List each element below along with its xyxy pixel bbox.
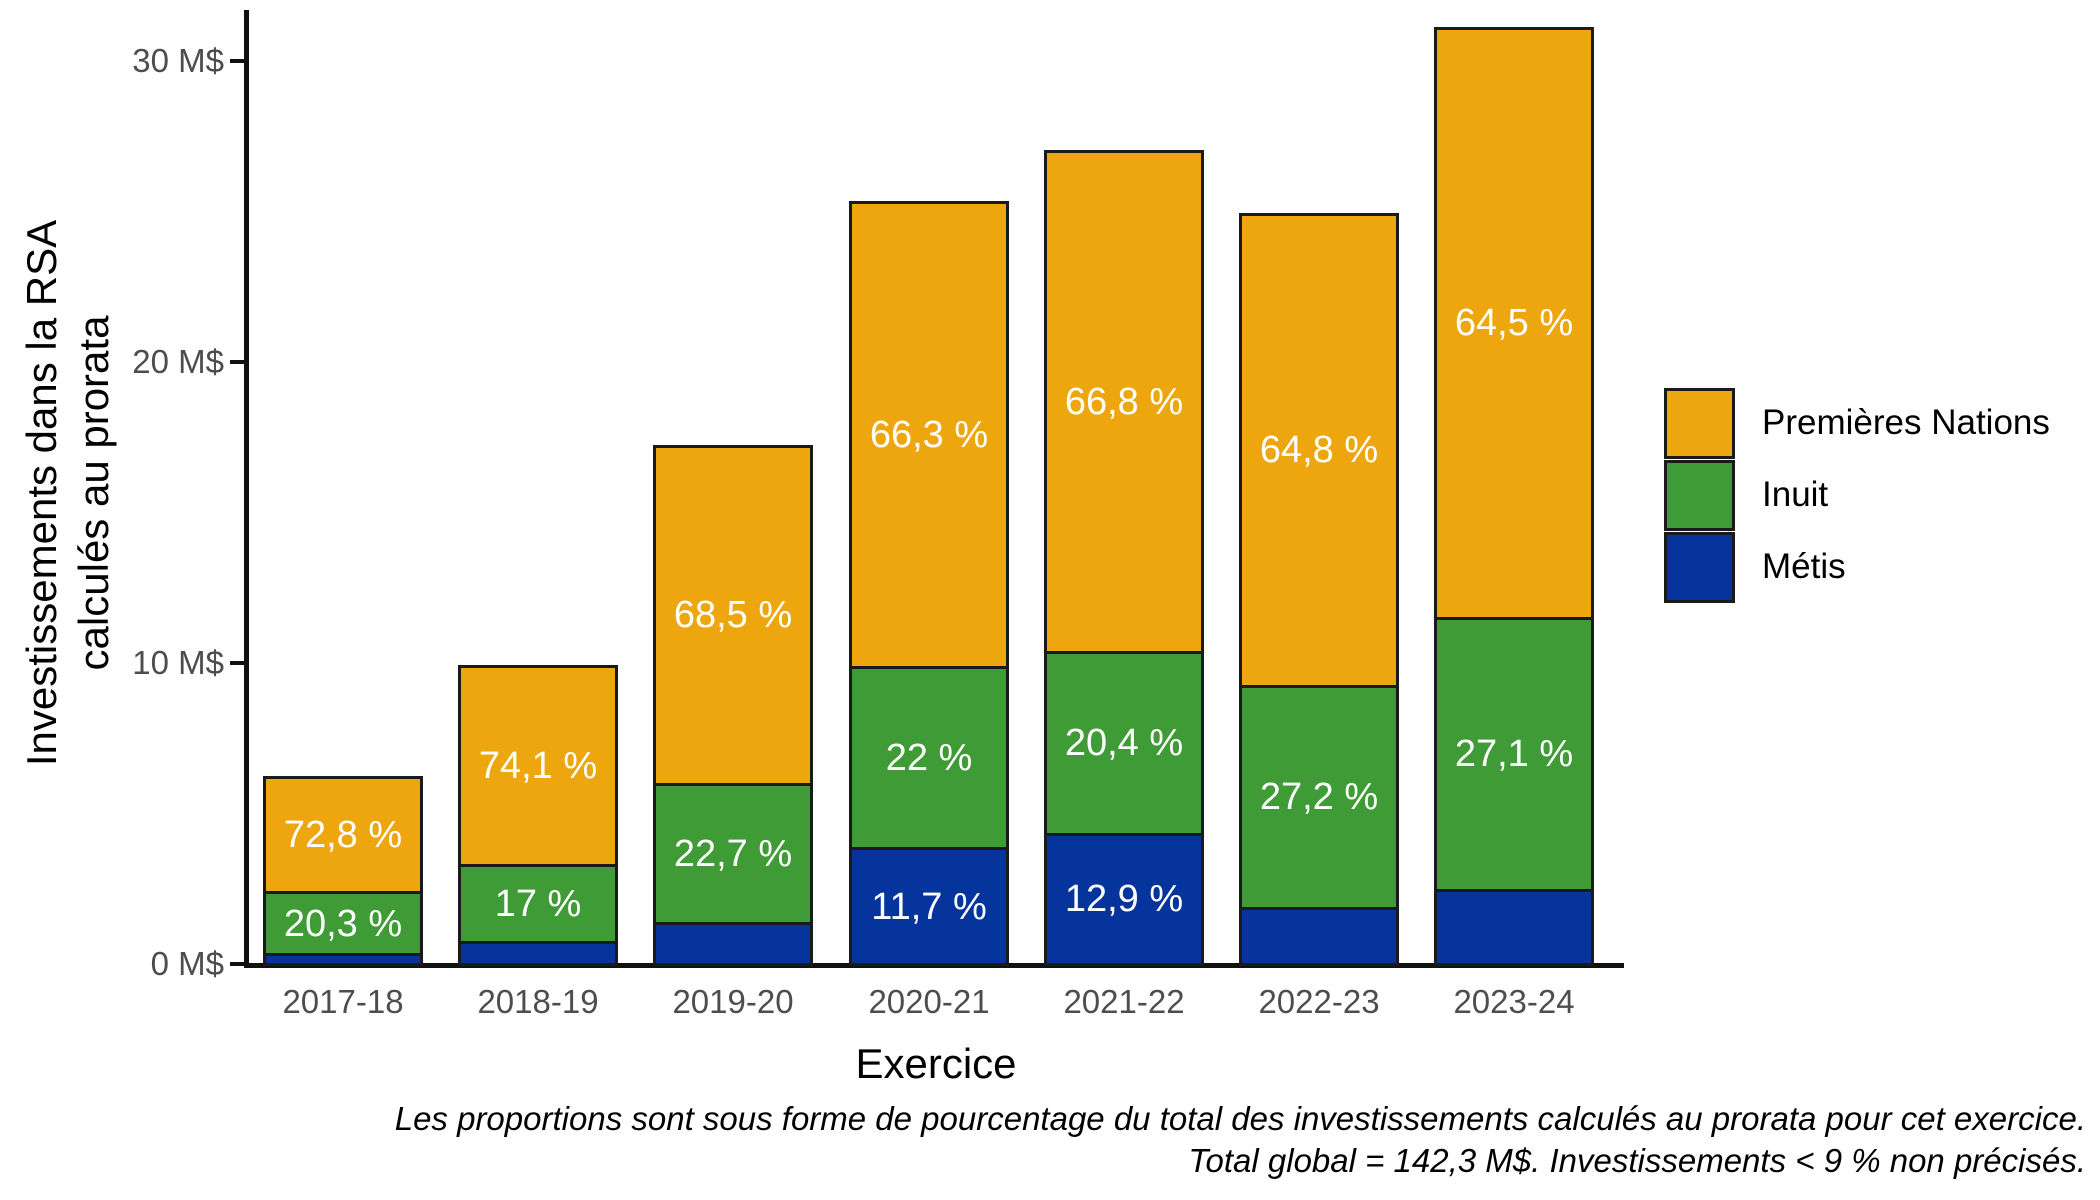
- x-tick-label-2023-24: 2023-24: [1453, 983, 1575, 1020]
- segment-inuit-2020-21: 22 %: [852, 665, 1006, 848]
- caption-line-1: Les proportions sont sous forme de pourc…: [394, 1100, 2086, 1137]
- bar-2020-21: 66,3 % 22 % 11,7 %: [849, 201, 1009, 966]
- percent-label-inuit-2023-24: 27,1 %: [1454, 733, 1574, 776]
- segment-inuit-2018-19: 17 %: [461, 863, 615, 942]
- legend-swatch-inuit: [1664, 459, 1735, 531]
- y-axis-line: [244, 10, 249, 968]
- y-tick-label-10: 10 M$: [132, 644, 224, 681]
- percent-label-premieres-nations-2021-22: 66,8 %: [1064, 381, 1184, 424]
- percent-label-inuit-2021-22: 20,4 %: [1064, 722, 1184, 765]
- segment-metis-2019-20: [656, 921, 810, 963]
- segment-metis-2020-21: 11,7 %: [852, 847, 1006, 963]
- legend-label-premieres-nations: Premières Nations: [1762, 403, 2050, 442]
- x-tick-label-2022-23: 2022-23: [1258, 983, 1380, 1020]
- y-tick-mark-20: [230, 360, 244, 364]
- percent-label-premieres-nations-2023-24: 64,5 %: [1454, 302, 1574, 345]
- segment-inuit-2023-24: 27,1 %: [1437, 616, 1591, 889]
- bar-2017-18: 72,8 % 20,3 %: [263, 776, 423, 966]
- segment-metis-2023-24: [1437, 888, 1591, 963]
- x-tick-label-2019-20: 2019-20: [672, 983, 794, 1020]
- segment-metis-2022-23: [1242, 906, 1396, 963]
- percent-label-inuit-2019-20: 22,7 %: [673, 832, 793, 875]
- y-tick-mark-0: [230, 962, 244, 966]
- y-tick-label-0: 0 M$: [150, 945, 224, 982]
- x-axis-title: Exercice: [855, 1040, 1017, 1087]
- y-tick-mark-30: [230, 59, 244, 63]
- bar-2021-22: 66,8 % 20,4 % 12,9 %: [1044, 150, 1204, 966]
- percent-label-metis-2021-22: 12,9 %: [1064, 878, 1184, 921]
- percent-label-premieres-nations-2018-19: 74,1 %: [478, 744, 598, 787]
- legend-swatch-premieres-nations: [1664, 387, 1735, 459]
- percent-label-premieres-nations-2020-21: 66,3 %: [869, 413, 989, 456]
- segment-premieres-nations-2021-22: 66,8 %: [1047, 153, 1201, 652]
- legend-item-metis: Métis: [1664, 531, 2050, 603]
- legend-swatch-metis: [1664, 531, 1735, 603]
- bar-2023-24: 64,5 % 27,1 %: [1434, 27, 1594, 966]
- legend-item-inuit: Inuit: [1664, 459, 2050, 531]
- segment-metis-2021-22: 12,9 %: [1047, 832, 1201, 963]
- y-tick-label-20: 20 M$: [132, 343, 224, 380]
- y-axis-title-line-1: Investissements dans la RSA: [18, 219, 65, 767]
- segment-premieres-nations-2019-20: 68,5 %: [656, 448, 810, 783]
- percent-label-premieres-nations-2017-18: 72,8 %: [283, 814, 403, 857]
- bar-2018-19: 74,1 % 17 %: [458, 665, 618, 966]
- segment-inuit-2022-23: 27,2 %: [1242, 684, 1396, 907]
- y-tick-label-30: 30 M$: [132, 42, 224, 79]
- x-tick-label-2021-22: 2021-22: [1063, 983, 1185, 1020]
- x-tick-label-2020-21: 2020-21: [868, 983, 990, 1020]
- percent-label-inuit-2022-23: 27,2 %: [1259, 776, 1379, 819]
- percent-label-inuit-2017-18: 20,3 %: [283, 902, 403, 945]
- segment-premieres-nations-2018-19: 74,1 %: [461, 668, 615, 864]
- bar-2019-20: 68,5 % 22,7 %: [653, 445, 813, 966]
- y-axis-title-line-2: calculés au prorata: [70, 315, 117, 671]
- segment-metis-2017-18: [266, 953, 420, 963]
- legend-label-inuit: Inuit: [1762, 475, 1829, 514]
- segment-premieres-nations-2022-23: 64,8 %: [1242, 216, 1396, 685]
- percent-label-metis-2020-21: 11,7 %: [871, 885, 987, 928]
- percent-label-premieres-nations-2022-23: 64,8 %: [1259, 429, 1379, 472]
- caption-line-2: Total global = 142,3 M$. Investissements…: [1188, 1142, 2086, 1179]
- percent-label-inuit-2018-19: 17 %: [494, 882, 582, 925]
- x-tick-label-2018-19: 2018-19: [477, 983, 599, 1020]
- percent-label-premieres-nations-2019-20: 68,5 %: [673, 594, 793, 637]
- segment-inuit-2019-20: 22,7 %: [656, 782, 810, 922]
- segment-metis-2018-19: [461, 941, 615, 963]
- segment-inuit-2017-18: 20,3 %: [266, 891, 420, 954]
- segment-premieres-nations-2017-18: 72,8 %: [266, 779, 420, 892]
- segment-inuit-2021-22: 20,4 %: [1047, 651, 1201, 833]
- x-tick-label-2017-18: 2017-18: [282, 983, 404, 1020]
- segment-premieres-nations-2023-24: 64,5 %: [1437, 30, 1591, 617]
- bar-2022-23: 64,8 % 27,2 %: [1239, 213, 1399, 966]
- segment-premieres-nations-2020-21: 66,3 %: [852, 204, 1006, 666]
- y-tick-mark-10: [230, 661, 244, 665]
- caption: Les proportions sont sous forme de pourc…: [86, 1098, 2086, 1182]
- legend-label-metis: Métis: [1762, 547, 1846, 586]
- percent-label-inuit-2020-21: 22 %: [885, 736, 973, 779]
- legend-item-premieres-nations: Premières Nations: [1664, 387, 2050, 459]
- legend: Premières Nations Inuit Métis: [1664, 387, 2050, 603]
- y-axis-title: Investissements dans la RSA calculés au …: [16, 220, 120, 766]
